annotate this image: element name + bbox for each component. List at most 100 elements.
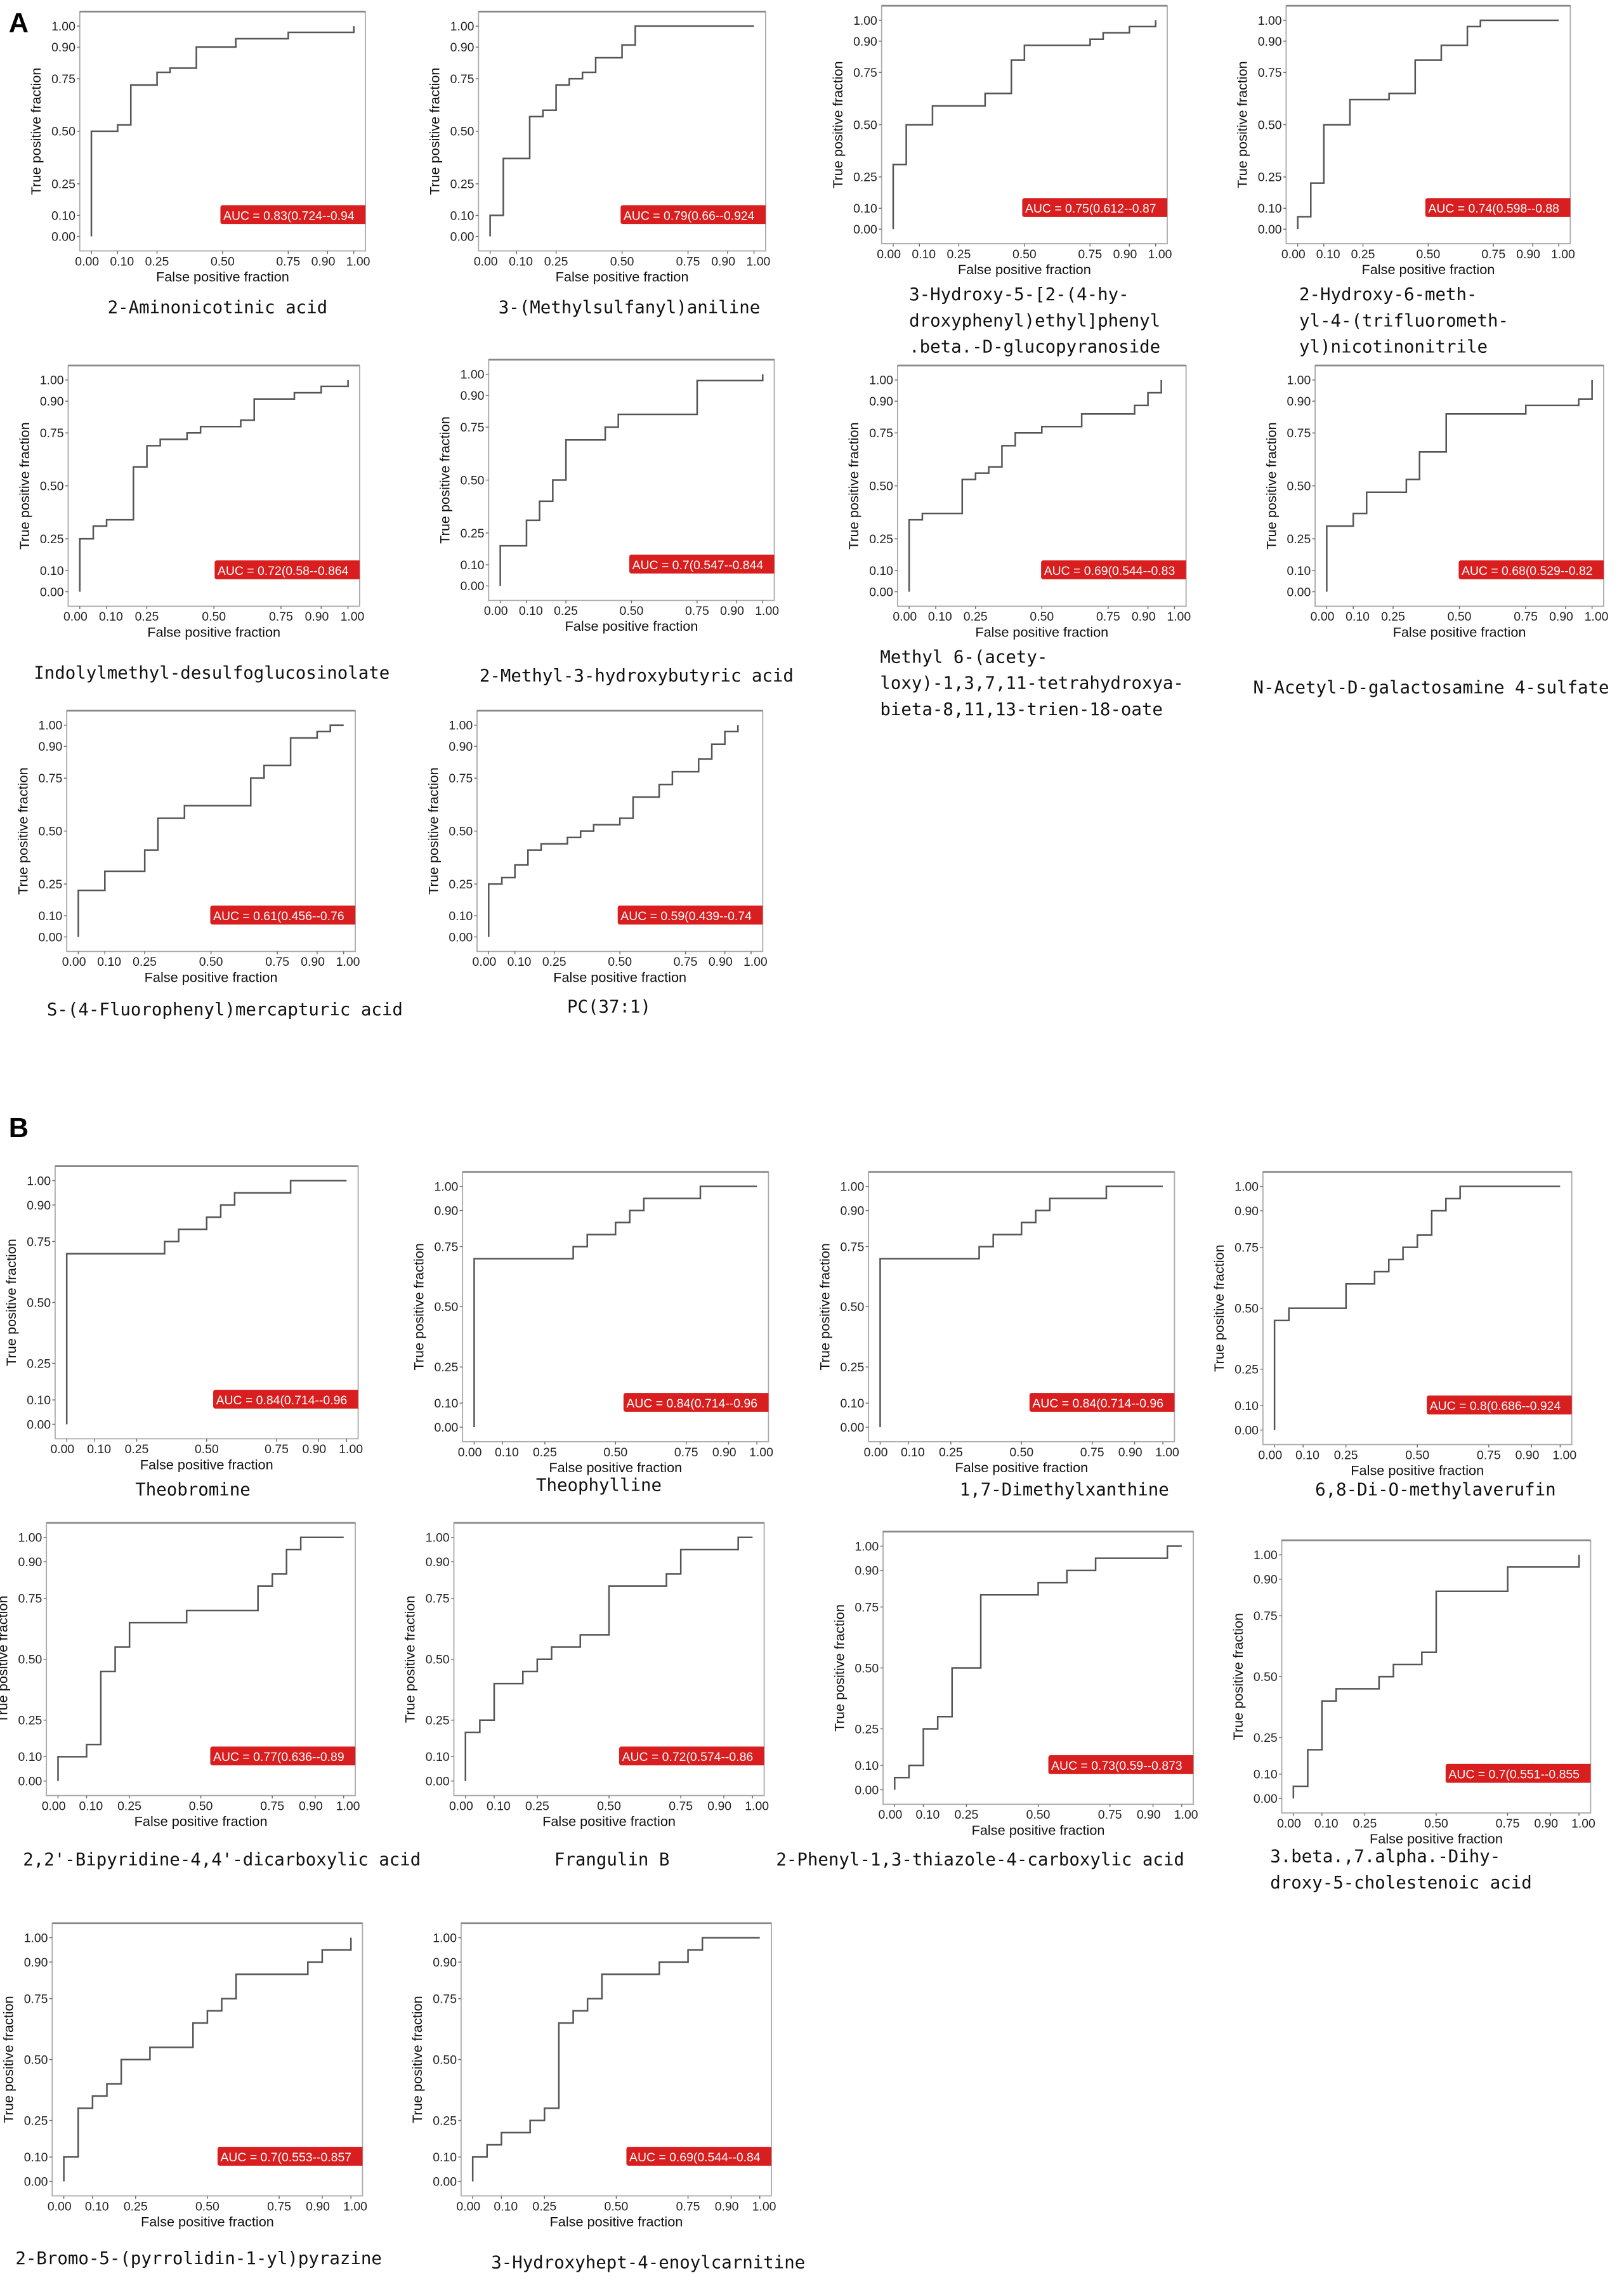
x-tick-label: 0.50 (1424, 1817, 1448, 1831)
x-axis-label: False positive fraction (145, 969, 278, 985)
x-tick-label: 0.00 (474, 254, 498, 268)
y-axis-label: True positive fraction (1211, 1244, 1227, 1372)
x-tick-label: 0.90 (302, 1442, 326, 1456)
roc-curve (464, 1536, 753, 1781)
auc-badge: AUC = 0.61(0.456--0.76 (210, 906, 356, 925)
y-tick-label: 0.90 (869, 395, 893, 409)
y-tick-label: 0.00 (435, 1421, 459, 1435)
x-tick-label: 0.25 (532, 2199, 556, 2213)
x-tick-label: 0.75 (669, 1799, 693, 1813)
chart-title: 3-(Methylsulfanyl)aniline (499, 298, 761, 318)
y-tick-label: 0.90 (51, 41, 75, 55)
x-tick-label: 0.00 (50, 1442, 74, 1456)
y-tick-label: 0.75 (1287, 426, 1311, 440)
x-tick-label: 0.10 (99, 610, 123, 624)
y-tick-label: 0.50 (426, 1653, 450, 1667)
x-tick-label: 0.90 (1516, 1448, 1540, 1462)
x-tick-label: 0.50 (620, 604, 644, 618)
x-tick-label: 0.00 (877, 247, 901, 261)
x-tick-label: 1.00 (1551, 247, 1575, 261)
x-tick-label: 0.25 (1334, 1448, 1358, 1462)
x-axis-label: False positive fraction (556, 268, 689, 284)
x-axis-label: False positive fraction (1370, 1831, 1503, 1847)
x-tick-label: 1.00 (336, 1799, 360, 1813)
x-tick-label: 0.10 (1346, 610, 1370, 624)
y-tick-label: 0.75 (39, 772, 63, 786)
roc-curve (894, 1545, 1182, 1790)
auc-label: AUC = 0.69(0.544--0.83 (1044, 564, 1175, 578)
auc-box (1425, 198, 1571, 217)
y-tick-label: 0.25 (855, 1722, 879, 1736)
y-tick-label: 1.00 (51, 20, 75, 34)
x-tick-label: 0.90 (1516, 247, 1540, 261)
chart-title: Theophylline (536, 1476, 662, 1496)
y-axis-label: True positive fraction (846, 422, 861, 550)
y-tick-label: 1.00 (433, 1931, 457, 1945)
y-tick-label: 1.00 (1234, 1180, 1259, 1194)
roc-chart: 0.000.000.100.100.250.250.500.500.750.75… (410, 1171, 773, 1496)
x-tick-label: 0.10 (495, 1446, 519, 1460)
roc-curve (892, 20, 1156, 230)
x-tick-label: 0.10 (79, 1799, 103, 1813)
y-tick-label: 0.90 (461, 389, 485, 403)
x-tick-label: 0.00 (484, 604, 508, 618)
y-tick-label: 1.00 (39, 719, 63, 733)
x-tick-label: 0.75 (1514, 610, 1538, 624)
x-tick-label: 0.75 (676, 254, 700, 268)
auc-label: AUC = 0.61(0.456--0.76 (213, 909, 344, 923)
roc-chart: 0.000.000.100.100.250.250.500.500.750.75… (1, 1922, 382, 2269)
x-axis-label: False positive fraction (134, 1814, 268, 1829)
x-tick-label: 0.75 (685, 604, 709, 618)
x-tick-label: 0.10 (916, 1808, 940, 1822)
x-tick-label: 0.00 (1311, 610, 1335, 624)
y-tick-label: 0.10 (18, 1750, 43, 1764)
y-tick-label: 0.10 (433, 2151, 457, 2165)
roc-chart: 0.000.000.100.100.250.250.500.500.750.75… (1234, 4, 1575, 357)
x-tick-label: 0.10 (901, 1446, 925, 1460)
x-tick-label: 0.90 (1113, 247, 1137, 261)
auc-box (1029, 1393, 1175, 1412)
y-tick-label: 0.90 (435, 1204, 459, 1218)
chart-title: 2-Methyl-3-hydroxybutyric acid (480, 666, 794, 686)
auc-badge: AUC = 0.72(0.574--0.86 (619, 1746, 764, 1766)
y-tick-label: 0.00 (1287, 585, 1311, 599)
y-tick-label: 0.90 (40, 395, 64, 409)
chart-title: .beta.-D-glucopyranoside (909, 337, 1160, 357)
y-tick-label: 0.00 (450, 230, 475, 244)
y-tick-label: 0.00 (24, 2175, 48, 2189)
y-tick-label: 0.25 (1254, 1731, 1278, 1745)
x-tick-label: 0.00 (62, 955, 86, 969)
y-tick-label: 0.90 (1258, 35, 1282, 49)
chart-title: S-(4-Fluorophenyl)mercapturic acid (47, 1000, 403, 1020)
chart-title: yl)nicotinonitrile (1299, 337, 1488, 357)
auc-label: AUC = 0.75(0.612--0.87 (1025, 202, 1156, 216)
y-tick-label: 0.50 (1258, 118, 1282, 132)
y-tick-label: 0.75 (450, 72, 475, 86)
y-tick-label: 0.25 (461, 527, 485, 541)
roc-curve (489, 25, 754, 237)
x-tick-label: 1.00 (755, 604, 779, 618)
y-tick-label: 0.50 (40, 480, 64, 494)
x-tick-label: 0.10 (509, 254, 533, 268)
roc-chart: 0.000.000.100.100.250.250.500.500.750.75… (1211, 1171, 1576, 1499)
y-axis-label: True positive fraction (3, 1239, 19, 1366)
x-tick-label: 0.50 (1448, 610, 1472, 624)
x-tick-label: 0.50 (1030, 610, 1054, 624)
x-tick-label: 0.10 (87, 1442, 111, 1456)
y-tick-label: 0.25 (1234, 1362, 1259, 1376)
y-tick-label: 0.25 (841, 1361, 865, 1374)
y-tick-label: 0.50 (435, 1300, 459, 1314)
y-tick-label: 0.00 (853, 223, 877, 237)
chart-title: 2-Aminonicotinic acid (108, 298, 328, 318)
x-tick-label: 0.50 (211, 254, 235, 268)
y-axis-label: True positive fraction (0, 1595, 10, 1723)
auc-badge: AUC = 0.7(0.551--0.855 (1445, 1763, 1591, 1783)
x-tick-label: 0.25 (124, 2199, 148, 2213)
x-tick-label: 0.10 (487, 1799, 511, 1813)
x-tick-label: 0.25 (117, 1799, 141, 1813)
x-tick-label: 1.00 (752, 2199, 776, 2213)
x-tick-label: 0.75 (1481, 247, 1505, 261)
x-tick-label: 0.25 (525, 1799, 549, 1813)
x-tick-label: 0.10 (912, 247, 936, 261)
auc-box (1041, 560, 1186, 579)
